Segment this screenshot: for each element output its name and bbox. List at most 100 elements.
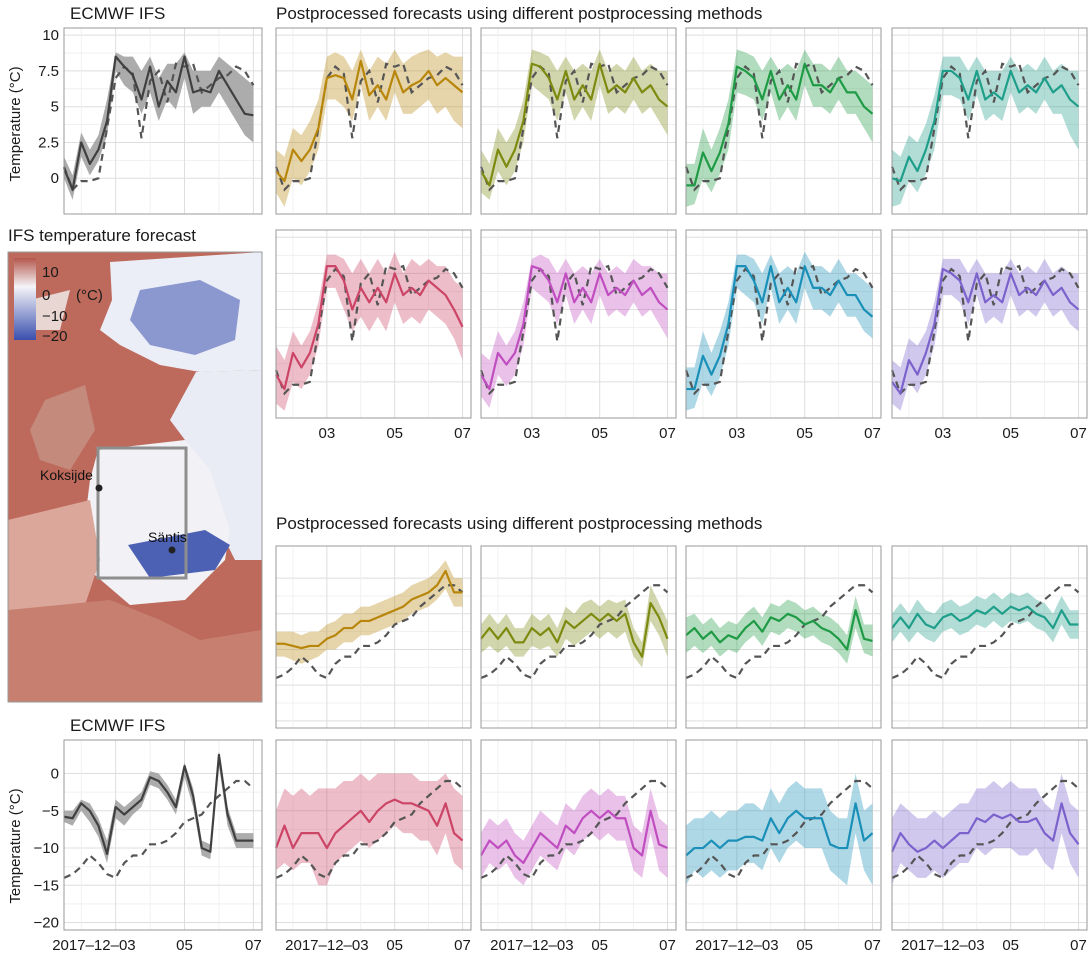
panel-frame xyxy=(891,27,1088,215)
forecast-interval-band xyxy=(892,56,1079,207)
map-frame xyxy=(7,251,263,703)
map-legend-tick-minus20: −20 xyxy=(42,328,67,345)
panel-frame xyxy=(275,27,472,215)
panel-frame xyxy=(275,229,472,419)
observation-line xyxy=(479,264,669,396)
observation-line xyxy=(891,779,1080,880)
forecast-interval-band xyxy=(686,773,873,886)
x-tick-label: 07 xyxy=(245,937,262,954)
forecast-interval-band xyxy=(481,788,668,886)
observation-line xyxy=(479,62,669,192)
observation-line xyxy=(890,62,1080,192)
forecast-median-line xyxy=(685,802,874,857)
observation-line xyxy=(63,779,255,880)
y-tick-label: 10 xyxy=(42,27,59,44)
ifs-panel-santis: 0 −5 −10 −15 −20 2017–12–03 05 07 xyxy=(34,739,263,954)
forecast-median-line xyxy=(685,609,873,651)
method-panel-koksijde-1 xyxy=(274,27,472,215)
forecast-median-line xyxy=(686,265,874,391)
observation-line xyxy=(891,584,1080,680)
postprocessing-domain-box xyxy=(96,446,188,580)
forecast-median-line xyxy=(63,753,254,856)
panel-frame xyxy=(685,545,882,729)
x-tick-label: 07 xyxy=(454,937,471,954)
method-panel-santis-1 xyxy=(275,545,472,729)
method-panel-santis-8: 2017–12–03 05 07 xyxy=(890,739,1088,954)
santis-marker xyxy=(168,546,176,554)
forecast-interval-band xyxy=(892,258,1079,411)
map-scandinavia-cold xyxy=(130,280,240,355)
plot-panels: 0 2.5 5 7.5 10 0 −5 −10 −15 −20 2017–12–03 05 07 03 05… xyxy=(34,27,1088,954)
y-tick-label: −20 xyxy=(34,915,59,932)
method-panel-koksijde-8: 03 05 07 xyxy=(890,229,1088,442)
panel-frame xyxy=(480,545,677,729)
panel-frame xyxy=(891,229,1088,419)
observation-line xyxy=(480,584,669,680)
koksijde-marker xyxy=(95,484,103,492)
y-tick-label: 2.5 xyxy=(38,134,59,151)
panel-frame xyxy=(275,545,472,729)
ifs-top-title: ECMWF IFS xyxy=(70,4,166,23)
y-tick-label: 0 xyxy=(51,170,59,187)
forecast-interval-band xyxy=(481,585,668,668)
panel-frame xyxy=(891,545,1088,729)
x-tick-label: 2017–12–03 xyxy=(490,937,573,954)
forecast-interval-band xyxy=(686,251,873,411)
x-tick-label: 03 xyxy=(935,425,952,442)
panel-frame xyxy=(480,27,677,215)
x-tick-label: 05 xyxy=(591,937,608,954)
x-tick-label: 07 xyxy=(864,937,881,954)
panel-frame xyxy=(63,27,263,215)
method-panel-santis-3 xyxy=(685,545,882,729)
x-tick-label: 2017–12–03 xyxy=(695,937,778,954)
x-tick-label: 07 xyxy=(1070,937,1087,954)
y-tick-label: 5 xyxy=(51,99,59,116)
forecast-median-line xyxy=(274,798,464,850)
map-legend-unit: (°C) xyxy=(76,287,103,304)
forecast-median-line xyxy=(890,802,1080,853)
panel-frame xyxy=(891,739,1088,931)
panel-frame xyxy=(480,229,677,419)
x-tick-label: 05 xyxy=(386,937,403,954)
forecast-median-line xyxy=(480,809,668,865)
map-faroe-area xyxy=(30,290,70,330)
method-panel-santis-5: 2017–12–03 05 07 xyxy=(274,739,472,954)
x-tick-label: 05 xyxy=(796,937,813,954)
methods-top-title: Postprocessed forecasts using different … xyxy=(276,4,763,23)
ylabel-bottom: Temperature (°C) xyxy=(7,788,24,903)
x-tick-label: 07 xyxy=(659,425,676,442)
map-alps-cold xyxy=(128,530,230,578)
y-tick-label: 0 xyxy=(51,766,59,783)
map-legend-tick-10: 10 xyxy=(42,264,59,281)
forecast-median-line xyxy=(276,569,463,650)
forecast-median-line xyxy=(480,265,669,391)
y-tick-label: −10 xyxy=(34,840,59,857)
method-panel-koksijde-6: 03 05 07 xyxy=(479,229,677,442)
x-tick-label: 03 xyxy=(319,425,336,442)
forecast-median-line xyxy=(62,55,254,191)
panel-frame xyxy=(63,739,263,931)
forecast-interval-band xyxy=(276,251,463,411)
observation-line xyxy=(684,62,874,192)
method-panel-koksijde-7: 03 05 07 xyxy=(684,229,882,442)
y-tick-label: 7.5 xyxy=(38,63,59,80)
x-tick-label: 2017–12–03 xyxy=(52,937,135,954)
map-title: IFS temperature forecast xyxy=(8,226,197,245)
observation-line xyxy=(684,264,874,396)
forecast-median-line xyxy=(275,265,464,391)
forecast-interval-band xyxy=(276,773,463,886)
observation-line xyxy=(480,779,669,880)
x-tick-label: 03 xyxy=(524,425,541,442)
x-tick-label: 05 xyxy=(1002,937,1019,954)
map-south-land xyxy=(8,600,262,702)
observation-line xyxy=(275,584,464,680)
ifs-bottom-title: ECMWF IFS xyxy=(70,716,166,735)
method-panel-santis-7: 2017–12–03 05 07 xyxy=(685,739,882,954)
method-panel-santis-6: 2017–12–03 05 07 xyxy=(480,739,677,954)
panel-frame xyxy=(685,739,882,931)
forecast-median-line xyxy=(891,69,1080,183)
koksijde-label: Koksijde xyxy=(40,467,93,483)
y-tick-label: −15 xyxy=(34,877,59,894)
x-tick-label: 05 xyxy=(176,937,193,954)
forecast-map: 10 0 −10 −20 (°C) Koksijde Säntis xyxy=(7,251,263,703)
